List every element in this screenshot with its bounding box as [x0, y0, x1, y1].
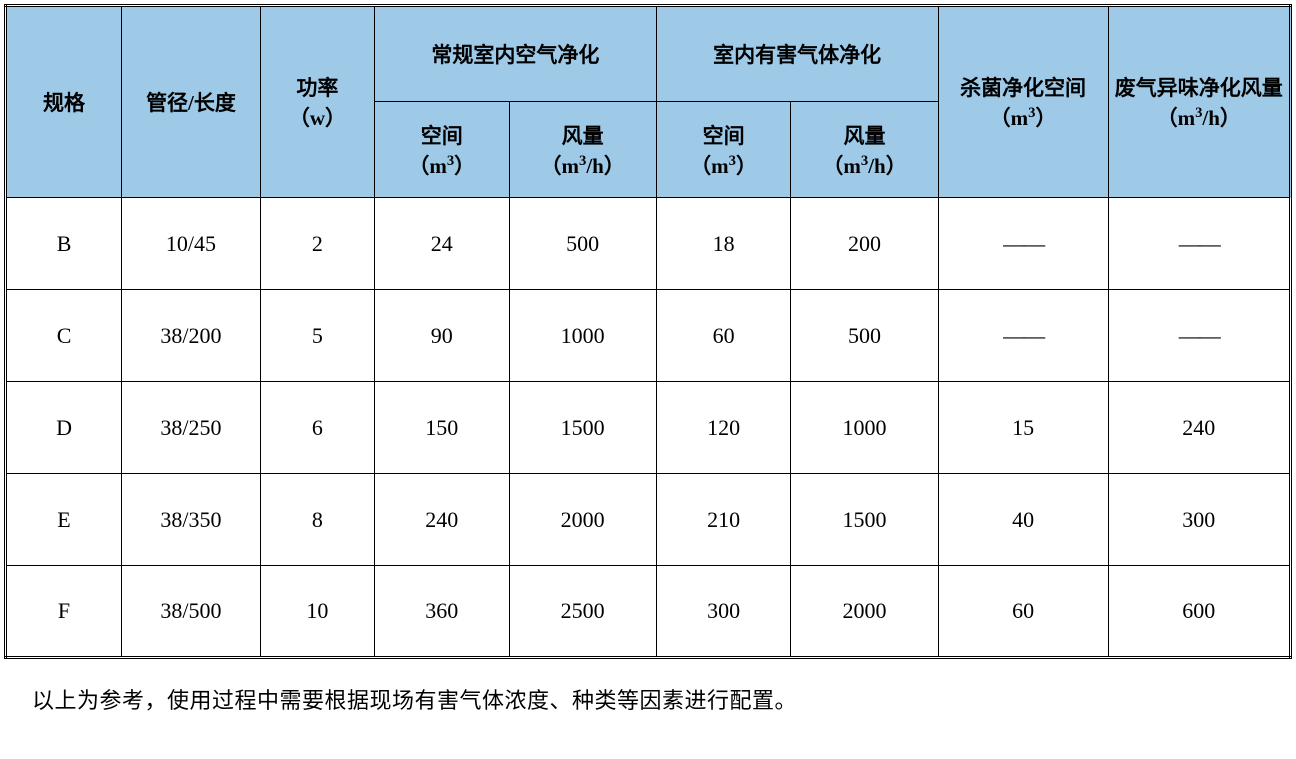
cell-flow1: 1000 — [509, 290, 656, 382]
cell-pipe: 38/250 — [122, 382, 261, 474]
cell-pipe: 10/45 — [122, 198, 261, 290]
header-flow1: 风量 （m3/h） — [509, 102, 656, 198]
table-row: F 38/500 10 360 2500 300 2000 60 600 — [6, 566, 1291, 658]
cell-power: 10 — [260, 566, 374, 658]
cell-steril: 15 — [938, 382, 1108, 474]
cell-power: 8 — [260, 474, 374, 566]
cell-power: 5 — [260, 290, 374, 382]
exhaust-label: 废气异味净化风量 — [1115, 76, 1283, 100]
header-row-1: 规格 管径/长度 功率 （w） 常规室内空气净化 室内有害气体净化 杀菌净化空间… — [6, 6, 1291, 102]
cell-exhaust: 240 — [1108, 382, 1290, 474]
cell-flow2: 500 — [791, 290, 938, 382]
cell-steril: —— — [938, 290, 1108, 382]
cell-flow1: 1500 — [509, 382, 656, 474]
exhaust-unit: （m3/h） — [1157, 106, 1241, 130]
cell-power: 6 — [260, 382, 374, 474]
cell-space2: 60 — [656, 290, 791, 382]
cell-space1: 360 — [374, 566, 509, 658]
cell-steril: 60 — [938, 566, 1108, 658]
header-indoor-normal: 常规室内空气净化 — [374, 6, 656, 102]
cell-space2: 120 — [656, 382, 791, 474]
cell-spec: E — [6, 474, 122, 566]
spec-table: 规格 管径/长度 功率 （w） 常规室内空气净化 室内有害气体净化 杀菌净化空间… — [4, 4, 1292, 659]
cell-power: 2 — [260, 198, 374, 290]
header-pipe: 管径/长度 — [122, 6, 261, 198]
cell-flow2: 200 — [791, 198, 938, 290]
flow1-label: 风量 — [562, 124, 604, 148]
cell-steril: 40 — [938, 474, 1108, 566]
table-row: D 38/250 6 150 1500 120 1000 15 240 — [6, 382, 1291, 474]
spec-table-container: 规格 管径/长度 功率 （w） 常规室内空气净化 室内有害气体净化 杀菌净化空间… — [4, 4, 1292, 715]
cell-space1: 24 — [374, 198, 509, 290]
cell-spec: B — [6, 198, 122, 290]
cell-space1: 150 — [374, 382, 509, 474]
header-space2: 空间 （m3） — [656, 102, 791, 198]
footnote-text: 以上为参考，使用过程中需要根据现场有害气体浓度、种类等因素进行配置。 — [4, 683, 1292, 715]
table-row: E 38/350 8 240 2000 210 1500 40 300 — [6, 474, 1291, 566]
table-body: B 10/45 2 24 500 18 200 —— —— C 38/200 5… — [6, 198, 1291, 658]
cell-spec: C — [6, 290, 122, 382]
cell-pipe: 38/350 — [122, 474, 261, 566]
cell-space1: 240 — [374, 474, 509, 566]
table-row: C 38/200 5 90 1000 60 500 —— —— — [6, 290, 1291, 382]
cell-flow2: 1500 — [791, 474, 938, 566]
table-row: B 10/45 2 24 500 18 200 —— —— — [6, 198, 1291, 290]
cell-space2: 18 — [656, 198, 791, 290]
cell-flow1: 2500 — [509, 566, 656, 658]
header-spec: 规格 — [6, 6, 122, 198]
cell-spec: D — [6, 382, 122, 474]
power-label: 功率 — [296, 76, 338, 100]
header-power: 功率 （w） — [260, 6, 374, 198]
space2-label: 空间 — [703, 124, 745, 148]
cell-exhaust: 600 — [1108, 566, 1290, 658]
header-indoor-harmful: 室内有害气体净化 — [656, 6, 938, 102]
cell-space2: 300 — [656, 566, 791, 658]
cell-space2: 210 — [656, 474, 791, 566]
cell-pipe: 38/500 — [122, 566, 261, 658]
space2-unit: （m3） — [690, 154, 757, 178]
sterilize-unit: （m3） — [990, 106, 1057, 130]
header-exhaust: 废气异味净化风量 （m3/h） — [1108, 6, 1290, 198]
cell-exhaust: —— — [1108, 198, 1290, 290]
cell-exhaust: 300 — [1108, 474, 1290, 566]
cell-flow1: 2000 — [509, 474, 656, 566]
cell-space1: 90 — [374, 290, 509, 382]
cell-steril: —— — [938, 198, 1108, 290]
header-sterilize: 杀菌净化空间 （m3） — [938, 6, 1108, 198]
cell-flow2: 2000 — [791, 566, 938, 658]
header-flow2: 风量 （m3/h） — [791, 102, 938, 198]
power-unit: （w） — [289, 106, 346, 130]
space1-label: 空间 — [421, 124, 463, 148]
cell-flow2: 1000 — [791, 382, 938, 474]
cell-exhaust: —— — [1108, 290, 1290, 382]
flow2-label: 风量 — [844, 124, 886, 148]
cell-spec: F — [6, 566, 122, 658]
header-space1: 空间 （m3） — [374, 102, 509, 198]
sterilize-label: 杀菌净化空间 — [960, 76, 1086, 100]
cell-flow1: 500 — [509, 198, 656, 290]
flow1-unit: （m3/h） — [541, 154, 625, 178]
space1-unit: （m3） — [408, 154, 475, 178]
cell-pipe: 38/200 — [122, 290, 261, 382]
flow2-unit: （m3/h） — [822, 154, 906, 178]
